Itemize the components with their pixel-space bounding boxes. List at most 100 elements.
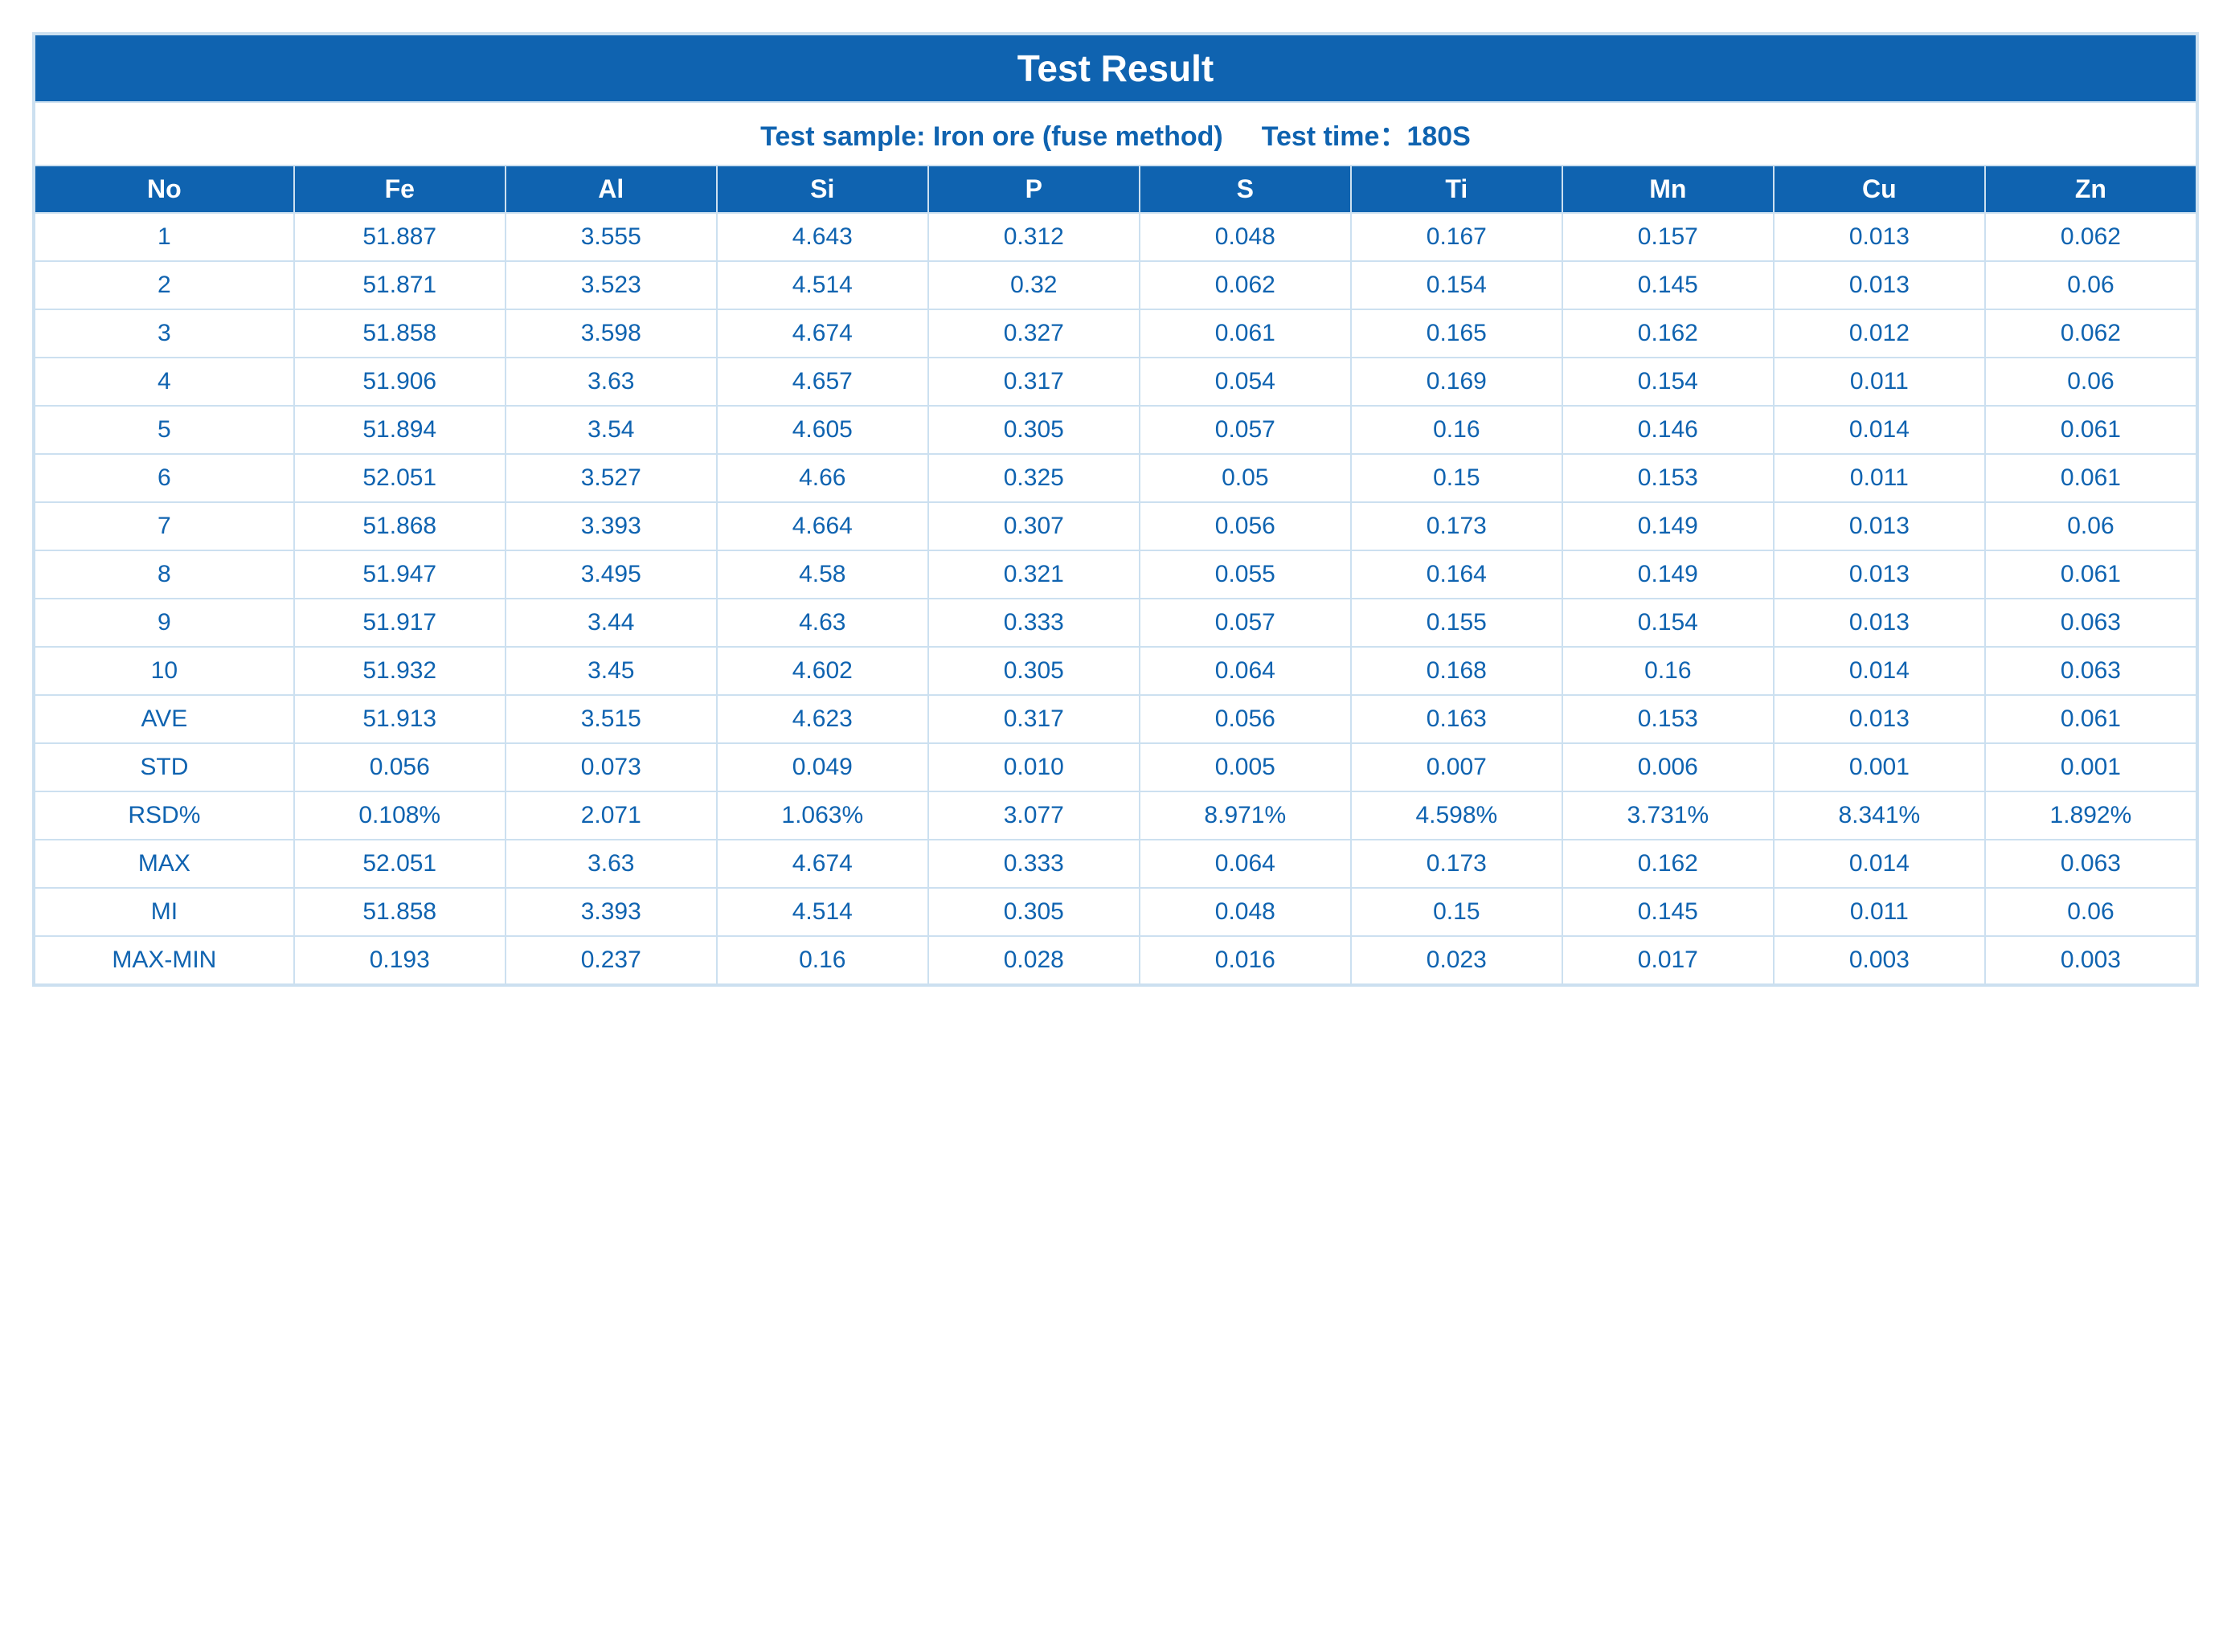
row-label-cell: 6 [35,454,294,502]
data-cell: 51.913 [294,695,506,743]
data-cell: 0.013 [1774,599,1985,647]
data-cell: 3.393 [506,502,717,550]
data-cell: 51.906 [294,358,506,406]
data-cell: 4.58 [717,550,928,599]
row-label-cell: 1 [35,213,294,261]
title-row: Test Result [35,35,2196,102]
data-cell: 0.173 [1351,840,1562,888]
data-cell: 51.858 [294,309,506,358]
row-label-cell: 9 [35,599,294,647]
table-row: 1051.9323.454.6020.3050.0640.1680.160.01… [35,647,2196,695]
data-cell: 0.054 [1140,358,1351,406]
data-cell: 0.061 [1985,454,2196,502]
table-row: 851.9473.4954.580.3210.0550.1640.1490.01… [35,550,2196,599]
data-cell: 0.062 [1985,213,2196,261]
data-cell: 0.153 [1562,454,1774,502]
row-label-cell: STD [35,743,294,791]
data-cell: 0.15 [1351,888,1562,936]
row-label-cell: 3 [35,309,294,358]
test-result-table-container: Test Result Test sample: Iron ore (fuse … [32,32,2199,987]
data-cell: 0.061 [1985,695,2196,743]
column-header: Mn [1562,166,1774,213]
data-cell: 51.871 [294,261,506,309]
column-header: Cu [1774,166,1985,213]
row-label-cell: RSD% [35,791,294,840]
data-cell: 0.016 [1140,936,1351,984]
data-cell: 0.16 [717,936,928,984]
data-cell: 2.071 [506,791,717,840]
subtitle-sample: Test sample: Iron ore (fuse method) [760,121,1223,153]
data-cell: 51.947 [294,550,506,599]
data-cell: 0.014 [1774,406,1985,454]
data-cell: 3.393 [506,888,717,936]
data-cell: 0.145 [1562,888,1774,936]
data-cell: 4.514 [717,261,928,309]
data-cell: 0.063 [1985,840,2196,888]
data-cell: 0.321 [928,550,1140,599]
data-cell: 0.049 [717,743,928,791]
data-cell: 0.06 [1985,502,2196,550]
data-cell: 0.312 [928,213,1140,261]
data-cell: 0.146 [1562,406,1774,454]
data-cell: 0.307 [928,502,1140,550]
data-cell: 0.16 [1351,406,1562,454]
test-result-table: Test Result Test sample: Iron ore (fuse … [34,34,2197,985]
data-cell: 3.527 [506,454,717,502]
table-row: MI51.8583.3934.5140.3050.0480.150.1450.0… [35,888,2196,936]
data-cell: 0.061 [1985,406,2196,454]
data-cell: 0.154 [1351,261,1562,309]
data-cell: 0.001 [1985,743,2196,791]
table-title: Test Result [35,35,2196,102]
table-row: 251.8713.5234.5140.320.0620.1540.1450.01… [35,261,2196,309]
data-cell: 0.013 [1774,550,1985,599]
data-cell: 0.327 [928,309,1140,358]
data-cell: 0.154 [1562,599,1774,647]
data-cell: 0.305 [928,888,1140,936]
data-cell: 0.167 [1351,213,1562,261]
data-cell: 51.894 [294,406,506,454]
data-cell: 0.057 [1140,599,1351,647]
data-cell: 3.54 [506,406,717,454]
data-cell: 0.305 [928,647,1140,695]
data-cell: 3.731% [1562,791,1774,840]
data-cell: 0.003 [1774,936,1985,984]
data-cell: 0.333 [928,840,1140,888]
data-cell: 4.674 [717,840,928,888]
data-cell: 0.317 [928,358,1140,406]
table-row: 151.8873.5554.6430.3120.0480.1670.1570.0… [35,213,2196,261]
table-body: 151.8873.5554.6430.3120.0480.1670.1570.0… [35,213,2196,984]
data-cell: 0.056 [1140,502,1351,550]
data-cell: 0.055 [1140,550,1351,599]
data-cell: 0.003 [1985,936,2196,984]
data-cell: 0.305 [928,406,1140,454]
data-cell: 0.165 [1351,309,1562,358]
data-cell: 0.154 [1562,358,1774,406]
table-row: STD0.0560.0730.0490.0100.0050.0070.0060.… [35,743,2196,791]
data-cell: 4.643 [717,213,928,261]
data-cell: 51.868 [294,502,506,550]
column-header: Fe [294,166,506,213]
data-cell: 0.057 [1140,406,1351,454]
data-cell: 4.605 [717,406,928,454]
data-cell: 0.145 [1562,261,1774,309]
data-cell: 4.63 [717,599,928,647]
table-row: MAX-MIN0.1930.2370.160.0280.0160.0230.01… [35,936,2196,984]
data-cell: 0.06 [1985,888,2196,936]
data-cell: 0.317 [928,695,1140,743]
subtitle-time: Test time：180S [1262,114,1471,153]
table-row: MAX52.0513.634.6740.3330.0640.1730.1620.… [35,840,2196,888]
row-label-cell: 2 [35,261,294,309]
data-cell: 51.887 [294,213,506,261]
data-cell: 0.162 [1562,840,1774,888]
data-cell: 0.007 [1351,743,1562,791]
data-cell: 3.598 [506,309,717,358]
data-cell: 3.523 [506,261,717,309]
column-header: Si [717,166,928,213]
data-cell: 51.932 [294,647,506,695]
data-cell: 0.005 [1140,743,1351,791]
table-row: 951.9173.444.630.3330.0570.1550.1540.013… [35,599,2196,647]
data-cell: 8.971% [1140,791,1351,840]
table-row: AVE51.9133.5154.6230.3170.0560.1630.1530… [35,695,2196,743]
table-row: 652.0513.5274.660.3250.050.150.1530.0110… [35,454,2196,502]
data-cell: 0.011 [1774,454,1985,502]
